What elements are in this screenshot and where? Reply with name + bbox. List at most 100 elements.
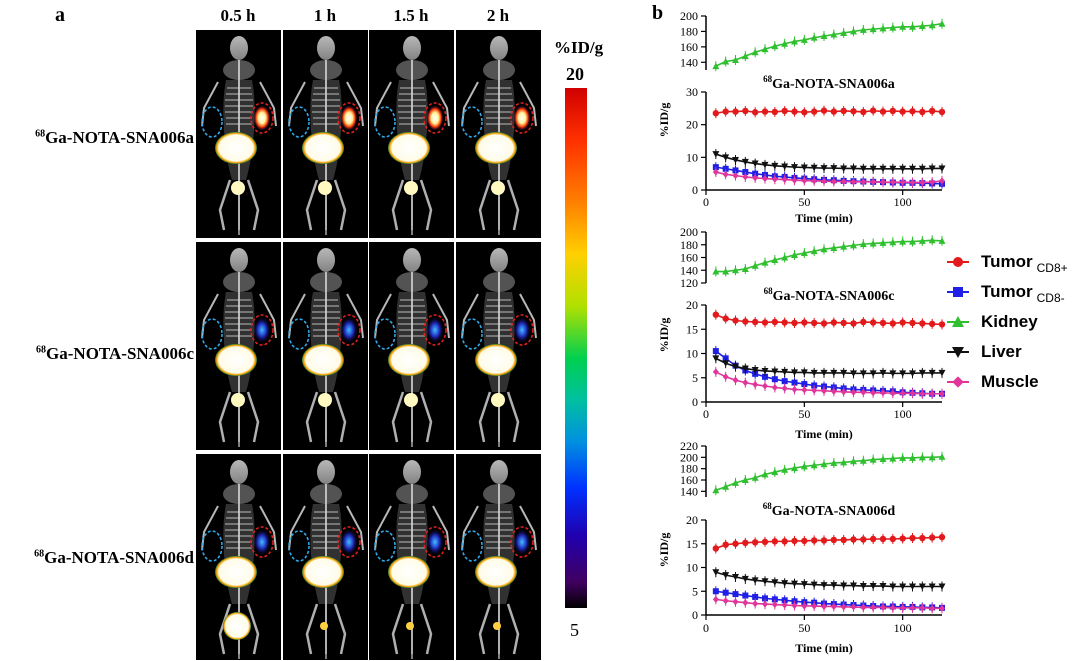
- data-point: [869, 25, 877, 33]
- organ-hotspot: [475, 344, 517, 376]
- data-point: [751, 539, 759, 546]
- bladder-hotspot: [318, 181, 332, 195]
- data-point: [879, 369, 887, 377]
- data-point: [712, 151, 720, 158]
- data-point: [899, 370, 907, 377]
- data-point: [791, 464, 798, 472]
- data-point: [741, 158, 749, 166]
- data-point: [889, 604, 896, 612]
- data-point: [830, 319, 838, 326]
- tumor-cd8neg-outline: [201, 318, 223, 350]
- data-point: [928, 107, 936, 115]
- data-point: [909, 583, 916, 590]
- data-point: [732, 540, 739, 547]
- data-point: [810, 461, 818, 469]
- data-point: [938, 453, 946, 460]
- organ-hotspot: [302, 344, 344, 376]
- y-tick-label-lower: 20: [686, 118, 698, 132]
- data-point: [821, 387, 827, 395]
- data-point: [781, 107, 788, 115]
- data-point: [879, 165, 887, 173]
- pet-panel-r1-c2: [369, 242, 454, 450]
- data-point: [850, 320, 857, 327]
- data-point: [771, 468, 779, 476]
- data-point: [909, 319, 916, 327]
- colorbar-title: %ID/g: [554, 38, 604, 57]
- data-point: [869, 535, 877, 543]
- series-line: [715, 239, 943, 273]
- data-point: [732, 574, 739, 581]
- data-point: [800, 164, 808, 171]
- data-point: [761, 161, 769, 169]
- panel-b-letter: b: [652, 2, 664, 24]
- y-tick-label-lower: 0: [692, 395, 698, 409]
- y-axis-label: %ID/g: [657, 533, 671, 568]
- data-point: [791, 319, 798, 327]
- tumor-cd8pos: [254, 318, 270, 342]
- series-liver: [712, 149, 946, 174]
- tumor-cd8pos: [514, 318, 530, 342]
- data-point: [762, 373, 768, 380]
- data-point: [918, 237, 926, 244]
- data-point: [742, 318, 749, 325]
- legend: Tumor CD8+ Tumor CD8- Kidney Liver Muscle: [947, 247, 1068, 397]
- organ-hotspot-lower: [493, 622, 501, 630]
- series-tumor-cd8-: [712, 105, 946, 119]
- data-point: [781, 378, 788, 385]
- bladder-hotspot: [318, 393, 332, 407]
- data-point: [732, 172, 739, 180]
- data-point: [732, 266, 739, 274]
- data-point: [830, 165, 838, 172]
- time-label-2: 1.5 h: [393, 6, 429, 25]
- data-point: [928, 534, 936, 541]
- data-point: [811, 602, 818, 610]
- data-point: [781, 40, 789, 47]
- data-point: [879, 319, 887, 327]
- data-point: [909, 604, 916, 612]
- organ-hotspot: [215, 132, 257, 164]
- data-point: [850, 178, 857, 186]
- x-axis-label: Time (min): [795, 641, 852, 655]
- data-point: [889, 389, 896, 397]
- data-point: [899, 23, 907, 30]
- data-point: [879, 455, 887, 463]
- x-tick-label: 50: [798, 407, 810, 421]
- legend-item-tumor-cd8pos: Tumor CD8+: [947, 247, 1068, 277]
- series-line: [715, 313, 943, 326]
- data-point: [800, 36, 808, 43]
- data-point: [771, 596, 778, 603]
- data-point: [899, 178, 906, 186]
- pet-image-grid: [196, 30, 542, 660]
- data-point: [712, 486, 720, 494]
- data-point: [781, 466, 789, 473]
- data-point: [919, 108, 926, 116]
- data-point: [712, 311, 720, 318]
- chart-title: 68Ga-NOTA-SNA006c: [764, 286, 895, 304]
- data-point: [879, 239, 887, 246]
- data-point: [732, 108, 739, 115]
- data-point: [791, 164, 798, 171]
- data-point: [899, 535, 906, 542]
- data-point: [742, 379, 749, 387]
- data-point: [840, 388, 847, 396]
- series-line: [715, 171, 943, 184]
- bladder-hotspot: [231, 393, 245, 407]
- data-point: [879, 535, 887, 543]
- data-point: [712, 355, 720, 362]
- y-tick-label-lower: 10: [686, 561, 698, 575]
- data-point: [928, 21, 936, 29]
- data-point: [742, 539, 749, 546]
- organ-hotspot-lower: [320, 622, 328, 630]
- data-point: [830, 108, 838, 115]
- data-point: [791, 379, 798, 386]
- organ-hotspot-lower: [223, 612, 251, 640]
- data-point: [771, 579, 779, 586]
- data-point: [840, 165, 848, 172]
- data-point: [751, 109, 759, 116]
- data-point: [781, 384, 788, 392]
- data-point: [889, 107, 897, 115]
- y-tick-label-upper: 140: [680, 484, 698, 498]
- data-point: [810, 247, 818, 255]
- pet-panel-r2-c2: [369, 454, 454, 660]
